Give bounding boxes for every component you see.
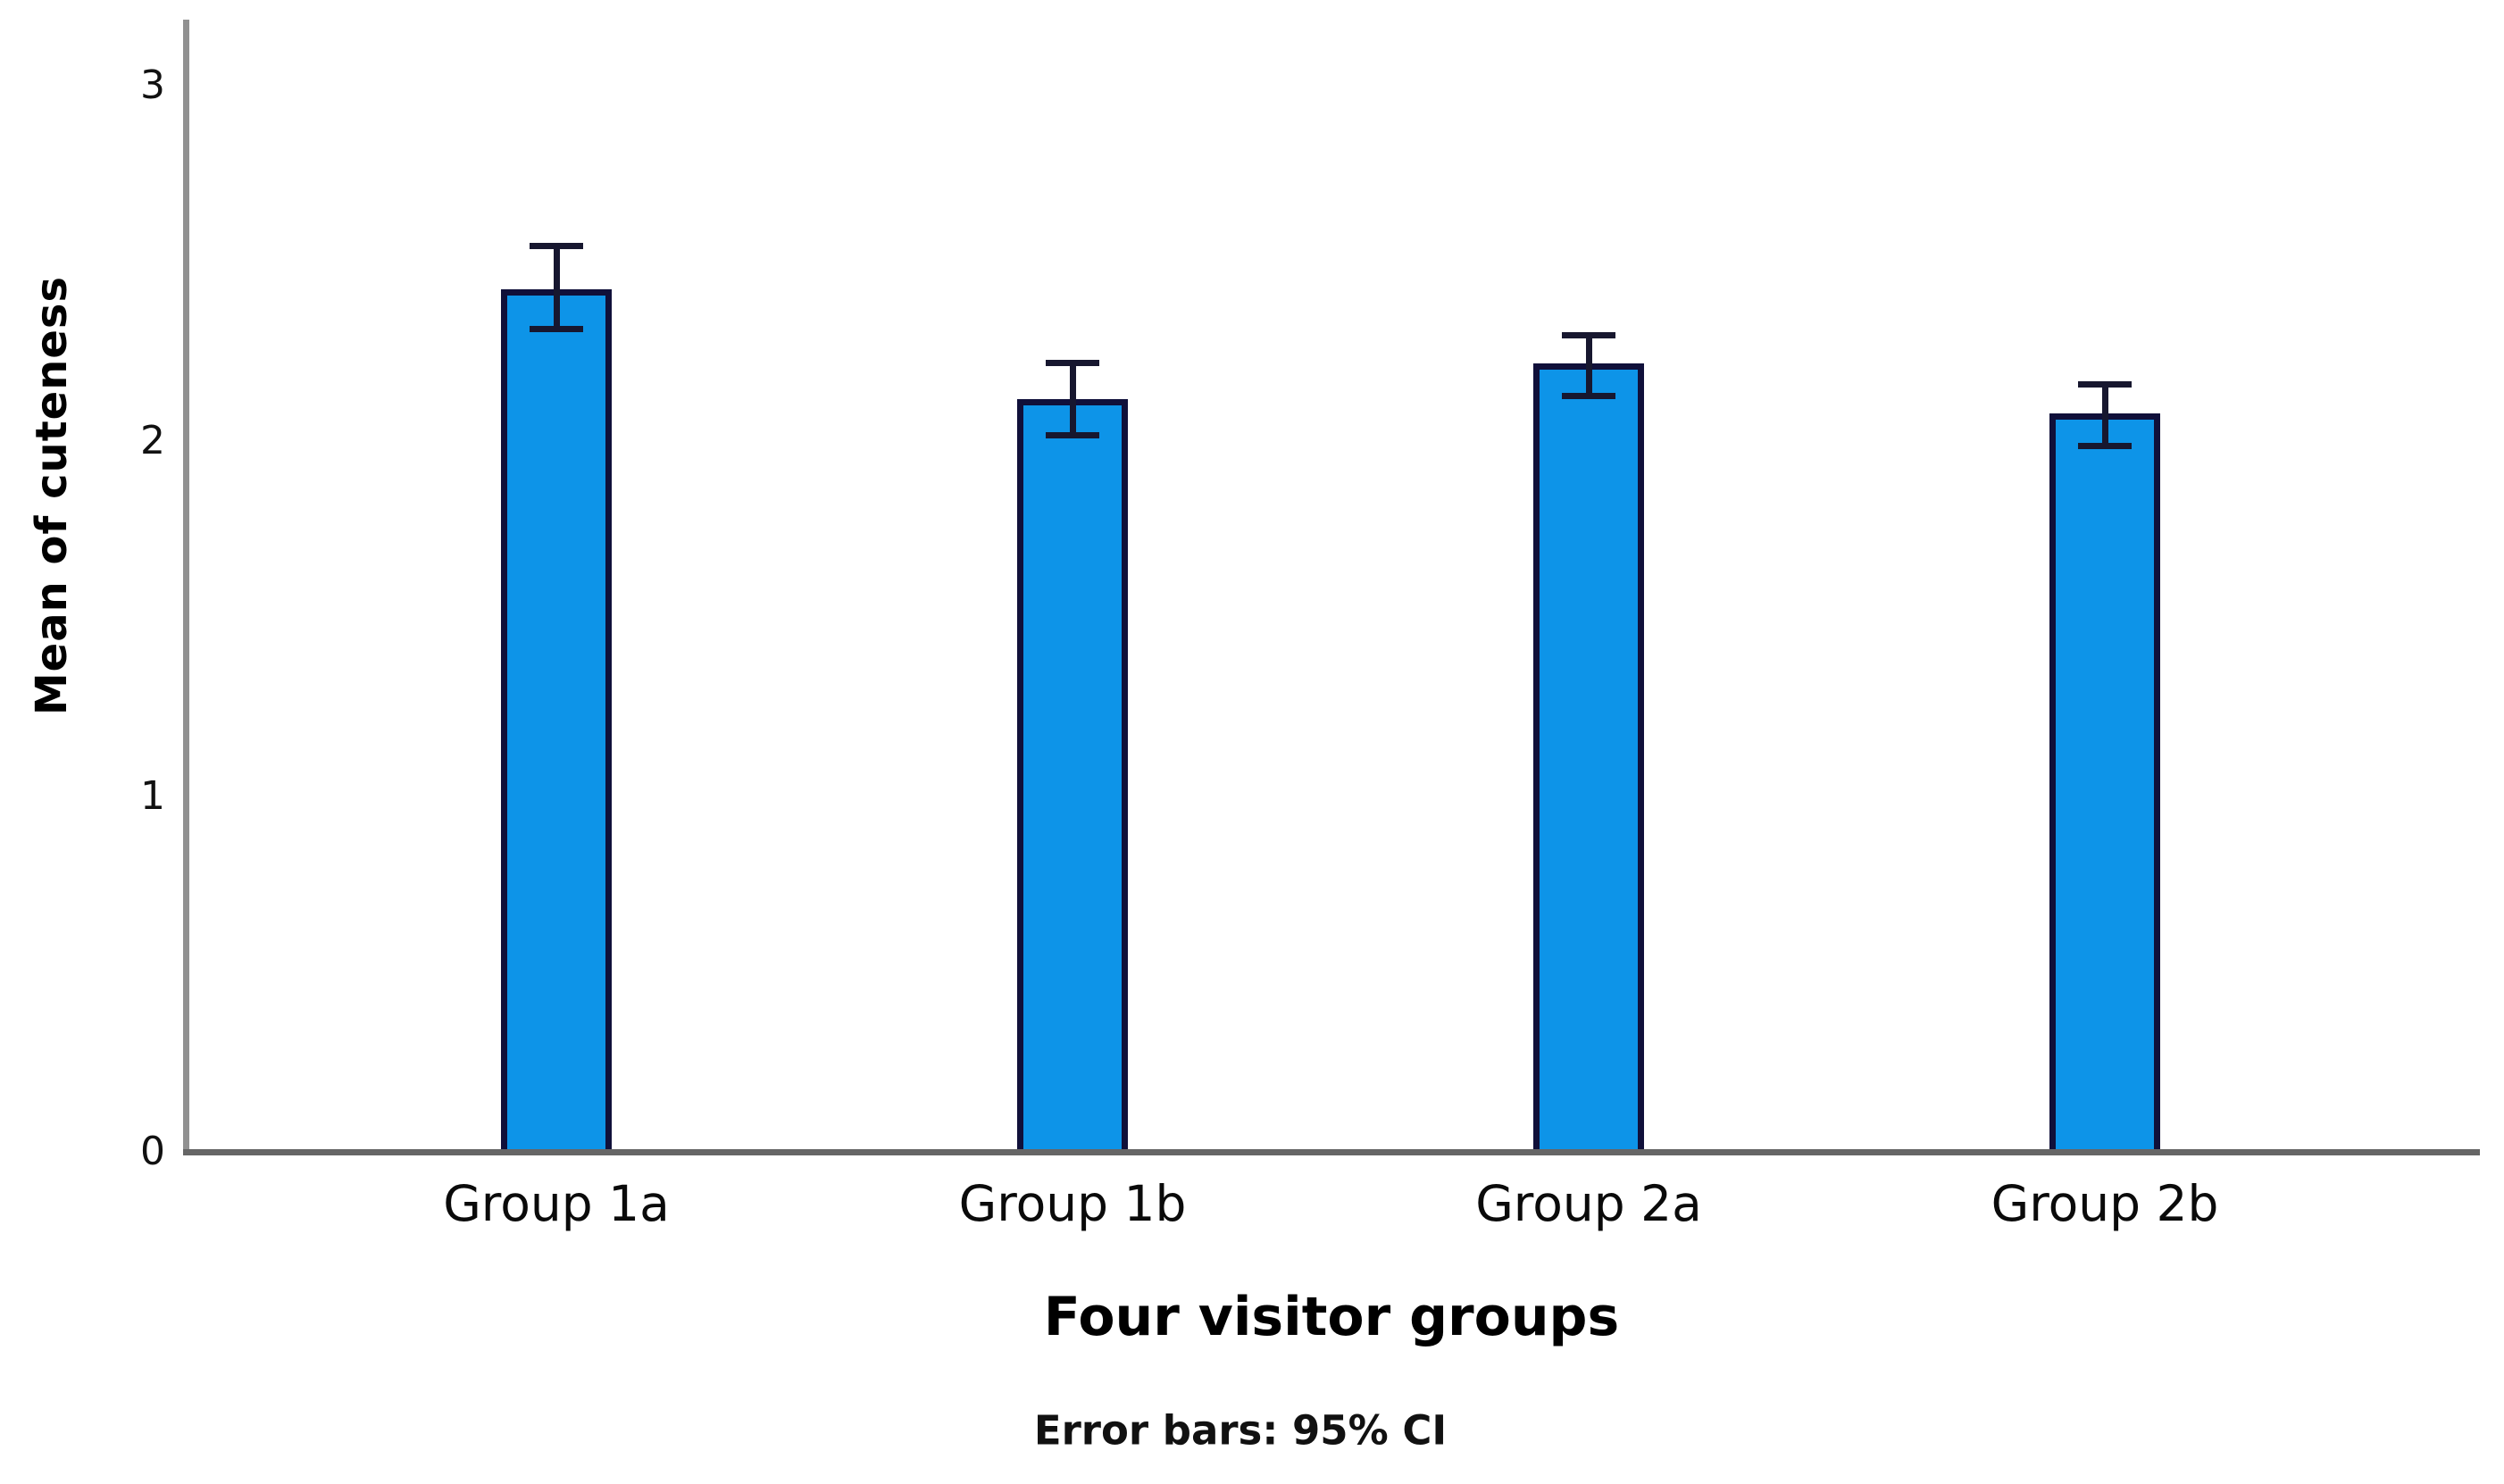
y-tick-label: 3 <box>140 63 165 108</box>
bar-group-1a <box>501 289 612 1149</box>
y-axis-line <box>183 20 189 1155</box>
bar-group-2b <box>2049 413 2160 1149</box>
error-bars-caption: Error bars: 95% CI <box>1033 1406 1448 1455</box>
bar-group-2a <box>1533 363 1644 1149</box>
error-bar-top-cap <box>2078 381 2132 388</box>
x-tick-label: Group 1a <box>443 1175 670 1232</box>
x-axis-line <box>183 1149 2480 1155</box>
y-tick-label: 2 <box>140 418 165 463</box>
error-bar-top-cap <box>1046 360 1099 366</box>
error-bar-bottom-cap <box>1046 432 1099 438</box>
error-bar-stem <box>554 243 560 332</box>
y-axis-title: Mean of cuteness <box>27 275 77 716</box>
error-bar-top-cap <box>1562 332 1615 338</box>
bar-group-1b <box>1017 399 1128 1149</box>
error-bar-stem <box>1070 360 1076 438</box>
error-bar-bottom-cap <box>530 326 583 332</box>
y-tick-label: 0 <box>140 1129 165 1174</box>
error-bar-top-cap <box>530 243 583 249</box>
error-bar-bottom-cap <box>1562 393 1615 399</box>
x-tick-label: Group 2a <box>1475 1175 1702 1232</box>
x-tick-label: Group 2b <box>1991 1175 2219 1232</box>
x-tick-label: Group 1b <box>958 1175 1187 1232</box>
error-bar-stem <box>1586 332 1592 399</box>
error-bar-stem <box>2102 381 2108 449</box>
error-bar-bottom-cap <box>2078 443 2132 449</box>
x-axis-title: Four visitor groups <box>1043 1286 1620 1348</box>
y-tick-label: 1 <box>140 773 165 819</box>
